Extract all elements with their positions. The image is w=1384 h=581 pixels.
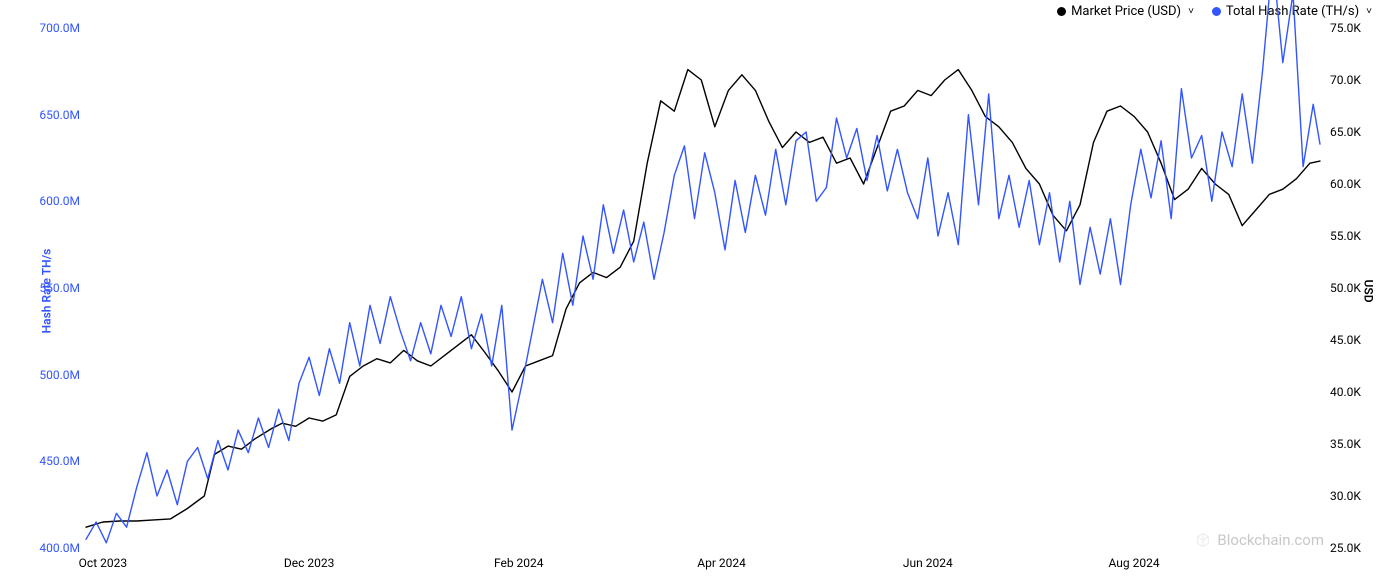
plot-area [0,0,1384,581]
x-tick: Oct 2023 [79,556,127,570]
y-tick-right: 55.0K [1330,229,1361,243]
y-tick-right: 35.0K [1330,437,1361,451]
y-tick-left: 500.0M [26,368,80,382]
y-tick-left: 700.0M [26,21,80,35]
blockchain-icon [1195,532,1211,548]
y-tick-left: 450.0M [26,454,80,468]
x-tick: Feb 2024 [494,556,544,570]
y-tick-right: 65.0K [1330,125,1361,139]
y-tick-right: 30.0K [1330,489,1361,503]
y-tick-left: 550.0M [26,281,80,295]
y-tick-right: 45.0K [1330,333,1361,347]
x-tick: Aug 2024 [1109,556,1160,570]
chart-container: Market Price (USD) ˅ Total Hash Rate (TH… [0,0,1384,581]
y-tick-right: 60.0K [1330,177,1361,191]
y-tick-right: 40.0K [1330,385,1361,399]
x-tick: Jun 2024 [903,556,953,570]
series-hash_rate [86,0,1320,543]
y-tick-right: 75.0K [1330,21,1361,35]
watermark: Blockchain.com [1195,531,1324,549]
y-tick-left: 600.0M [26,194,80,208]
y-tick-left: 400.0M [26,541,80,555]
x-tick: Apr 2024 [697,556,746,570]
series-market_price [86,70,1320,528]
y-tick-left: 650.0M [26,108,80,122]
y-tick-right: 25.0K [1330,541,1361,555]
y-tick-right: 50.0K [1330,281,1361,295]
x-tick: Dec 2023 [284,556,334,570]
y-tick-right: 70.0K [1330,73,1361,87]
